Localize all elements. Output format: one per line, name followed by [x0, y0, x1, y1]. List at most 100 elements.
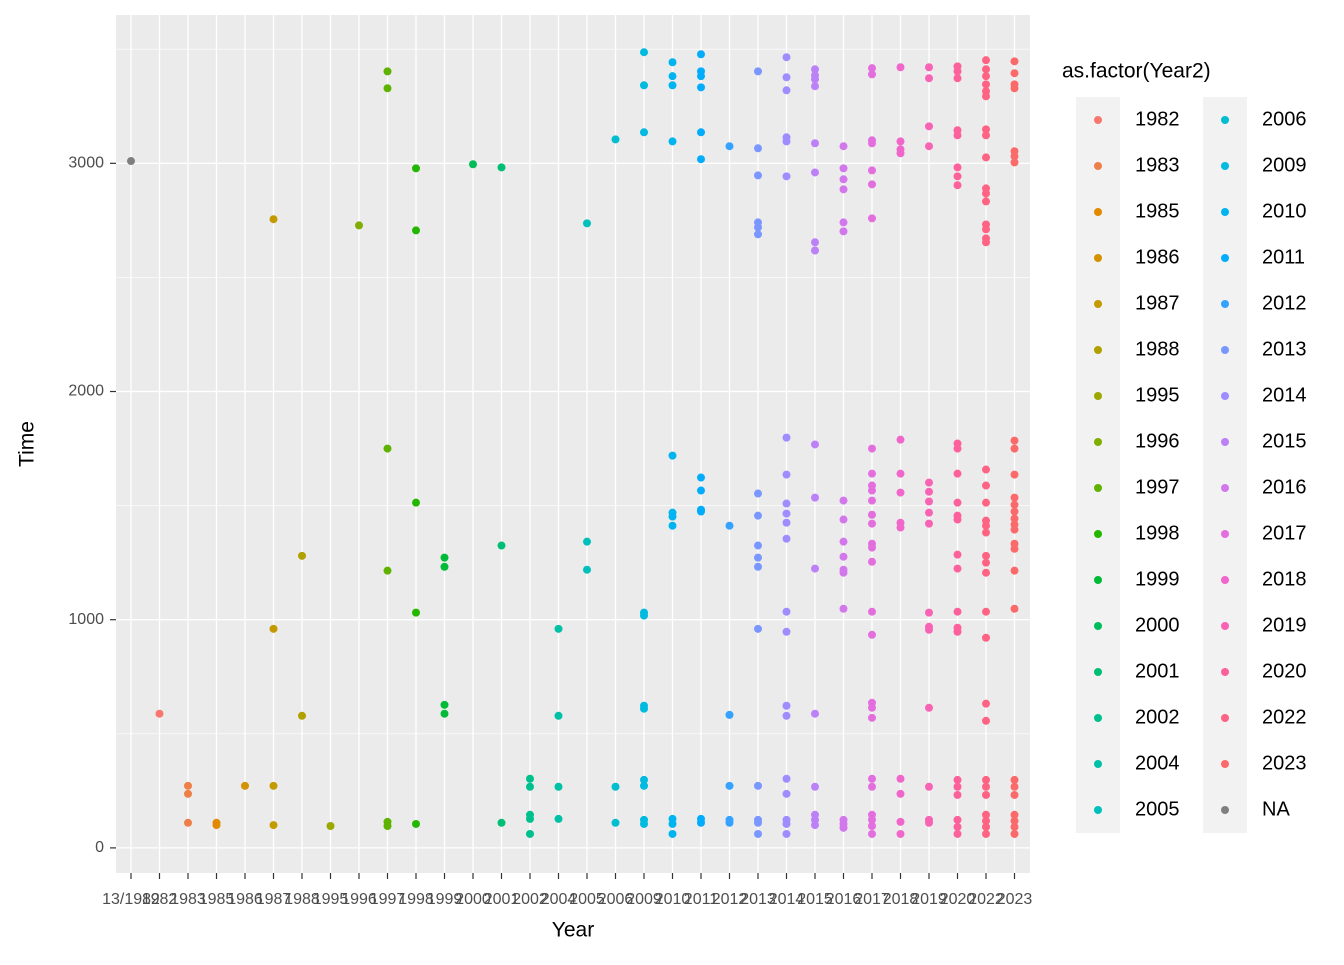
point [668, 829, 677, 838]
point [611, 818, 620, 827]
point [982, 790, 990, 799]
legend-title: as.factor(Year2) [1062, 60, 1211, 83]
x-tick-label: 2016 [826, 891, 862, 908]
point [754, 67, 762, 76]
point [782, 172, 791, 181]
panel [116, 15, 1030, 873]
point [782, 73, 791, 82]
point [982, 775, 990, 784]
legend-label: 1982 [1135, 108, 1180, 130]
point [896, 789, 905, 798]
x-tick-label: 2009 [626, 891, 662, 908]
point [155, 709, 164, 718]
point [640, 819, 648, 828]
x-tick-label: 2005 [569, 891, 605, 908]
point [925, 608, 933, 617]
point [640, 704, 648, 713]
point [583, 565, 591, 574]
x-tick-label: 2019 [911, 891, 947, 908]
point [839, 175, 848, 184]
point [782, 829, 791, 838]
legend-key [1094, 346, 1102, 354]
point [725, 710, 734, 719]
point [782, 701, 791, 710]
point [868, 815, 876, 824]
point [725, 781, 734, 790]
point [697, 50, 705, 59]
point [982, 829, 990, 838]
point [697, 83, 705, 92]
point [1010, 822, 1019, 831]
y-tick-label: 1000 [68, 611, 104, 628]
point [896, 63, 905, 72]
x-tick-label: 2002 [512, 891, 548, 908]
legend-label: 2009 [1262, 154, 1307, 176]
point [953, 469, 962, 478]
point [868, 510, 876, 519]
point [839, 823, 848, 832]
point [868, 821, 876, 830]
point [925, 519, 933, 528]
point [782, 789, 791, 798]
point [982, 80, 990, 89]
x-tick-label: 2006 [598, 891, 634, 908]
point [1010, 69, 1019, 78]
point [697, 507, 705, 516]
y-tick-label: 2000 [68, 383, 104, 400]
point [925, 478, 933, 487]
point [925, 487, 933, 496]
point [982, 716, 990, 725]
point [896, 817, 905, 826]
point [868, 543, 876, 552]
point [782, 774, 791, 783]
point [412, 226, 420, 235]
point [953, 782, 962, 791]
point [497, 818, 506, 827]
point [697, 818, 705, 827]
point [811, 75, 819, 84]
point [1010, 57, 1019, 66]
point [868, 496, 876, 505]
point [868, 444, 876, 453]
point [412, 819, 420, 828]
legend-key [1094, 576, 1102, 584]
x-tick-label: 2000 [455, 891, 491, 908]
point [896, 774, 905, 783]
x-tick-label: 2018 [883, 891, 919, 908]
point [212, 821, 221, 830]
point [697, 128, 705, 137]
legend-label: 1983 [1135, 154, 1180, 176]
point [925, 497, 933, 506]
point [184, 789, 192, 798]
point [925, 703, 933, 712]
point [839, 515, 848, 524]
x-tick-label: 2014 [769, 891, 805, 908]
point [298, 551, 306, 560]
legend-label: 2010 [1262, 200, 1307, 222]
point [754, 624, 762, 633]
legend-key [1221, 622, 1229, 630]
point [953, 67, 962, 76]
point [982, 633, 990, 642]
legend-label: 2000 [1135, 614, 1180, 636]
point [896, 829, 905, 838]
point [982, 56, 990, 65]
point [469, 160, 477, 169]
point [1010, 507, 1019, 516]
point [1010, 500, 1019, 509]
x-tick-label: 1982 [142, 891, 178, 908]
legend-key [1221, 208, 1229, 216]
x-tick-label: 1987 [256, 891, 292, 908]
point [839, 142, 848, 151]
point [982, 481, 990, 490]
point [811, 168, 819, 177]
point [925, 782, 933, 791]
point [868, 486, 876, 495]
point [953, 74, 962, 83]
point [1010, 525, 1019, 534]
point [953, 790, 962, 799]
legend-key [1094, 208, 1102, 216]
point [611, 135, 620, 144]
legend-key [1221, 392, 1229, 400]
point [1010, 84, 1019, 93]
